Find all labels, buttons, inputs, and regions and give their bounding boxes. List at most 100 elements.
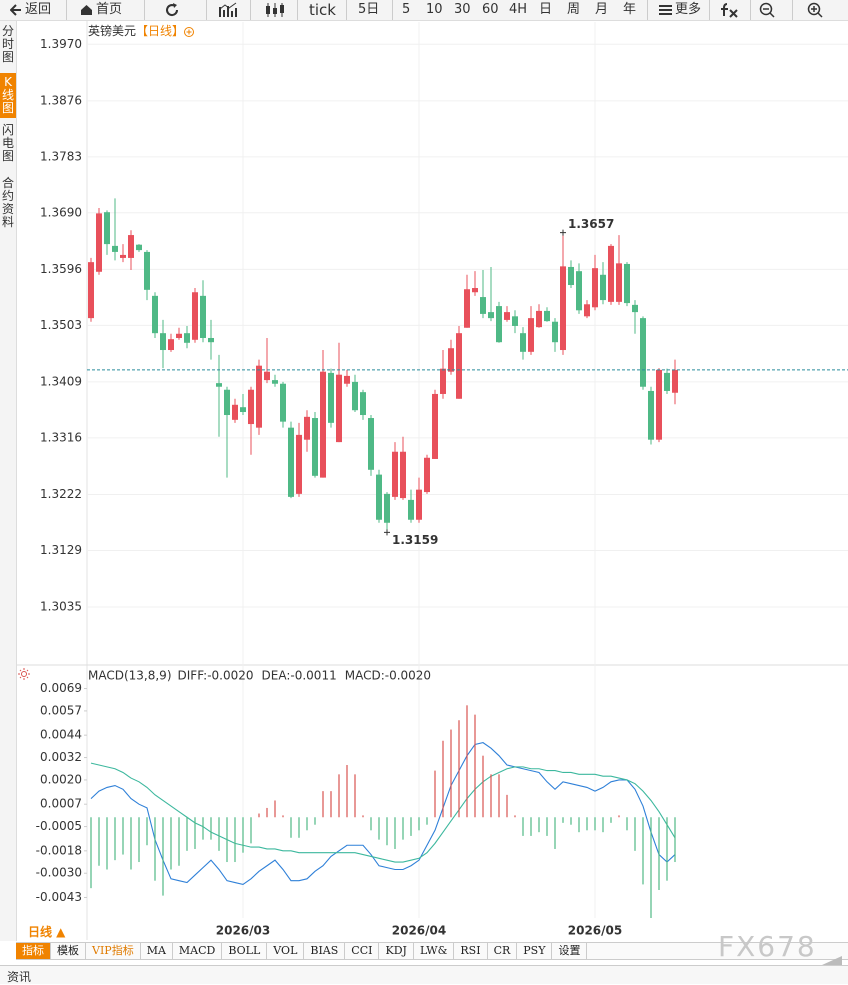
candle-body xyxy=(376,474,382,520)
period-button[interactable]: 4H xyxy=(509,2,528,17)
y-tick-label: -0.0030 xyxy=(36,866,82,880)
y-tick-label: 1.3876 xyxy=(40,93,82,107)
candle-body xyxy=(456,333,462,399)
back-button[interactable]: 返回 xyxy=(25,2,52,17)
indicator-tab[interactable]: MA xyxy=(141,943,173,959)
candle-body xyxy=(400,451,406,499)
side-tab[interactable]: 合约资料 xyxy=(1,176,14,229)
footer-bar: 资讯 xyxy=(0,965,848,984)
zoom-out-button[interactable] xyxy=(759,2,775,18)
candle-body xyxy=(160,333,166,351)
watermark: FX678 xyxy=(718,930,817,963)
more-button[interactable]: 更多 xyxy=(675,2,702,17)
candle-body xyxy=(496,306,502,343)
candle-body xyxy=(408,499,414,520)
high-marker xyxy=(560,229,566,236)
candle-body xyxy=(384,493,390,523)
home-button[interactable]: 首页 xyxy=(96,2,123,17)
indicator-tab[interactable]: 模板 xyxy=(51,943,86,959)
y-tick-label: 0.0007 xyxy=(40,797,82,811)
candle-body xyxy=(120,254,126,258)
indicator-tab[interactable]: CCI xyxy=(345,943,380,959)
candle-body xyxy=(112,245,118,252)
y-tick-label: 1.3316 xyxy=(40,430,82,444)
candle-body xyxy=(176,333,182,338)
footer-tab[interactable]: 资讯 xyxy=(7,970,32,984)
indicator-tab[interactable]: BOLL xyxy=(222,943,268,959)
candle-body xyxy=(248,389,254,425)
indicator-tab[interactable]: BIAS xyxy=(304,943,346,959)
indicator-tab[interactable]: VOL xyxy=(267,943,305,959)
candle-body xyxy=(504,312,510,320)
candle-body xyxy=(104,212,110,245)
candle-body xyxy=(184,333,190,343)
candle-body xyxy=(320,371,326,478)
indicator-tab[interactable]: PSY xyxy=(517,943,553,959)
chart: 英镑美元【日线】 MACD(13,8,9) 2026/03 2026/04 2026… xyxy=(16,21,848,940)
indicator-tab[interactable]: 指标 xyxy=(16,943,51,959)
candle-button[interactable] xyxy=(265,2,285,18)
candle-body xyxy=(360,392,366,416)
period-selector[interactable]: 日线 ▲ xyxy=(28,925,66,939)
indicator-tab[interactable]: VIP指标 xyxy=(86,943,141,959)
indicator-tab[interactable]: RSI xyxy=(454,943,488,959)
macd-line xyxy=(90,742,676,886)
candle-body xyxy=(312,418,318,476)
candle-body xyxy=(368,418,374,470)
high-label: 1.3657 xyxy=(568,217,614,231)
period-button[interactable]: 60 xyxy=(482,2,499,17)
candle-body xyxy=(552,321,558,343)
line-chart-button[interactable] xyxy=(219,2,237,18)
candle-body xyxy=(328,372,334,423)
candle-body xyxy=(296,434,302,494)
settings-icon[interactable] xyxy=(18,668,30,680)
candle-body xyxy=(528,318,534,352)
indicator-tab[interactable]: CR xyxy=(488,943,518,959)
candle-body xyxy=(416,489,422,520)
chart-title: 英镑美元【日线】 xyxy=(88,23,184,38)
period-button[interactable]: 5日 xyxy=(358,2,380,17)
y-tick-label: 0.0057 xyxy=(40,703,82,717)
candle-body xyxy=(584,304,590,317)
indicator-tab[interactable]: KDJ xyxy=(379,943,414,959)
period-button[interactable]: 周 xyxy=(567,2,581,17)
candle-body xyxy=(640,318,646,387)
tick-button[interactable]: tick xyxy=(309,1,336,19)
side-tab[interactable]: 分时图 xyxy=(1,24,14,64)
candle-body xyxy=(560,266,566,351)
refresh-button[interactable] xyxy=(164,2,180,18)
candle-body xyxy=(200,295,206,338)
period-button[interactable]: 日 xyxy=(539,2,553,17)
candle-body xyxy=(672,369,678,393)
indicator-tab[interactable]: LW& xyxy=(414,943,455,959)
y-tick-label: 0.0020 xyxy=(40,772,82,786)
y-tick-label: 1.3409 xyxy=(40,374,82,388)
low-label: 1.3159 xyxy=(392,533,438,547)
indicator-tab[interactable]: 设置 xyxy=(552,943,588,959)
zoom-in-button[interactable] xyxy=(807,2,823,18)
side-tab-active[interactable]: K线图 xyxy=(0,73,16,118)
period-button[interactable]: 5 xyxy=(402,2,411,17)
menu-icon xyxy=(659,5,672,15)
y-tick-label: 1.3503 xyxy=(40,318,82,332)
legend-entry: DIFF:-0.0020 xyxy=(178,669,254,683)
side-tab[interactable]: 闪电图 xyxy=(1,123,14,163)
candle-body xyxy=(240,407,246,413)
indicator-tab[interactable]: MACD xyxy=(173,943,223,959)
side-tabs: 分时图 K线图 闪电图 合约资料 xyxy=(0,21,17,941)
macd-line xyxy=(90,762,676,863)
candle-body xyxy=(480,297,486,314)
period-button[interactable]: 30 xyxy=(454,2,471,17)
add-icon[interactable] xyxy=(184,27,194,37)
candle-body xyxy=(664,372,670,391)
period-button[interactable]: 月 xyxy=(595,2,609,17)
y-tick-label: 1.3129 xyxy=(40,543,82,557)
formula-button[interactable] xyxy=(720,2,740,18)
period: 【日线】 xyxy=(136,24,184,38)
candle-body xyxy=(232,404,238,420)
period-button[interactable]: 10 xyxy=(426,2,443,17)
y-tick-label: -0.0043 xyxy=(36,890,82,904)
period-button[interactable]: 年 xyxy=(623,2,637,17)
legend-entry: MACD:-0.0020 xyxy=(345,669,431,683)
